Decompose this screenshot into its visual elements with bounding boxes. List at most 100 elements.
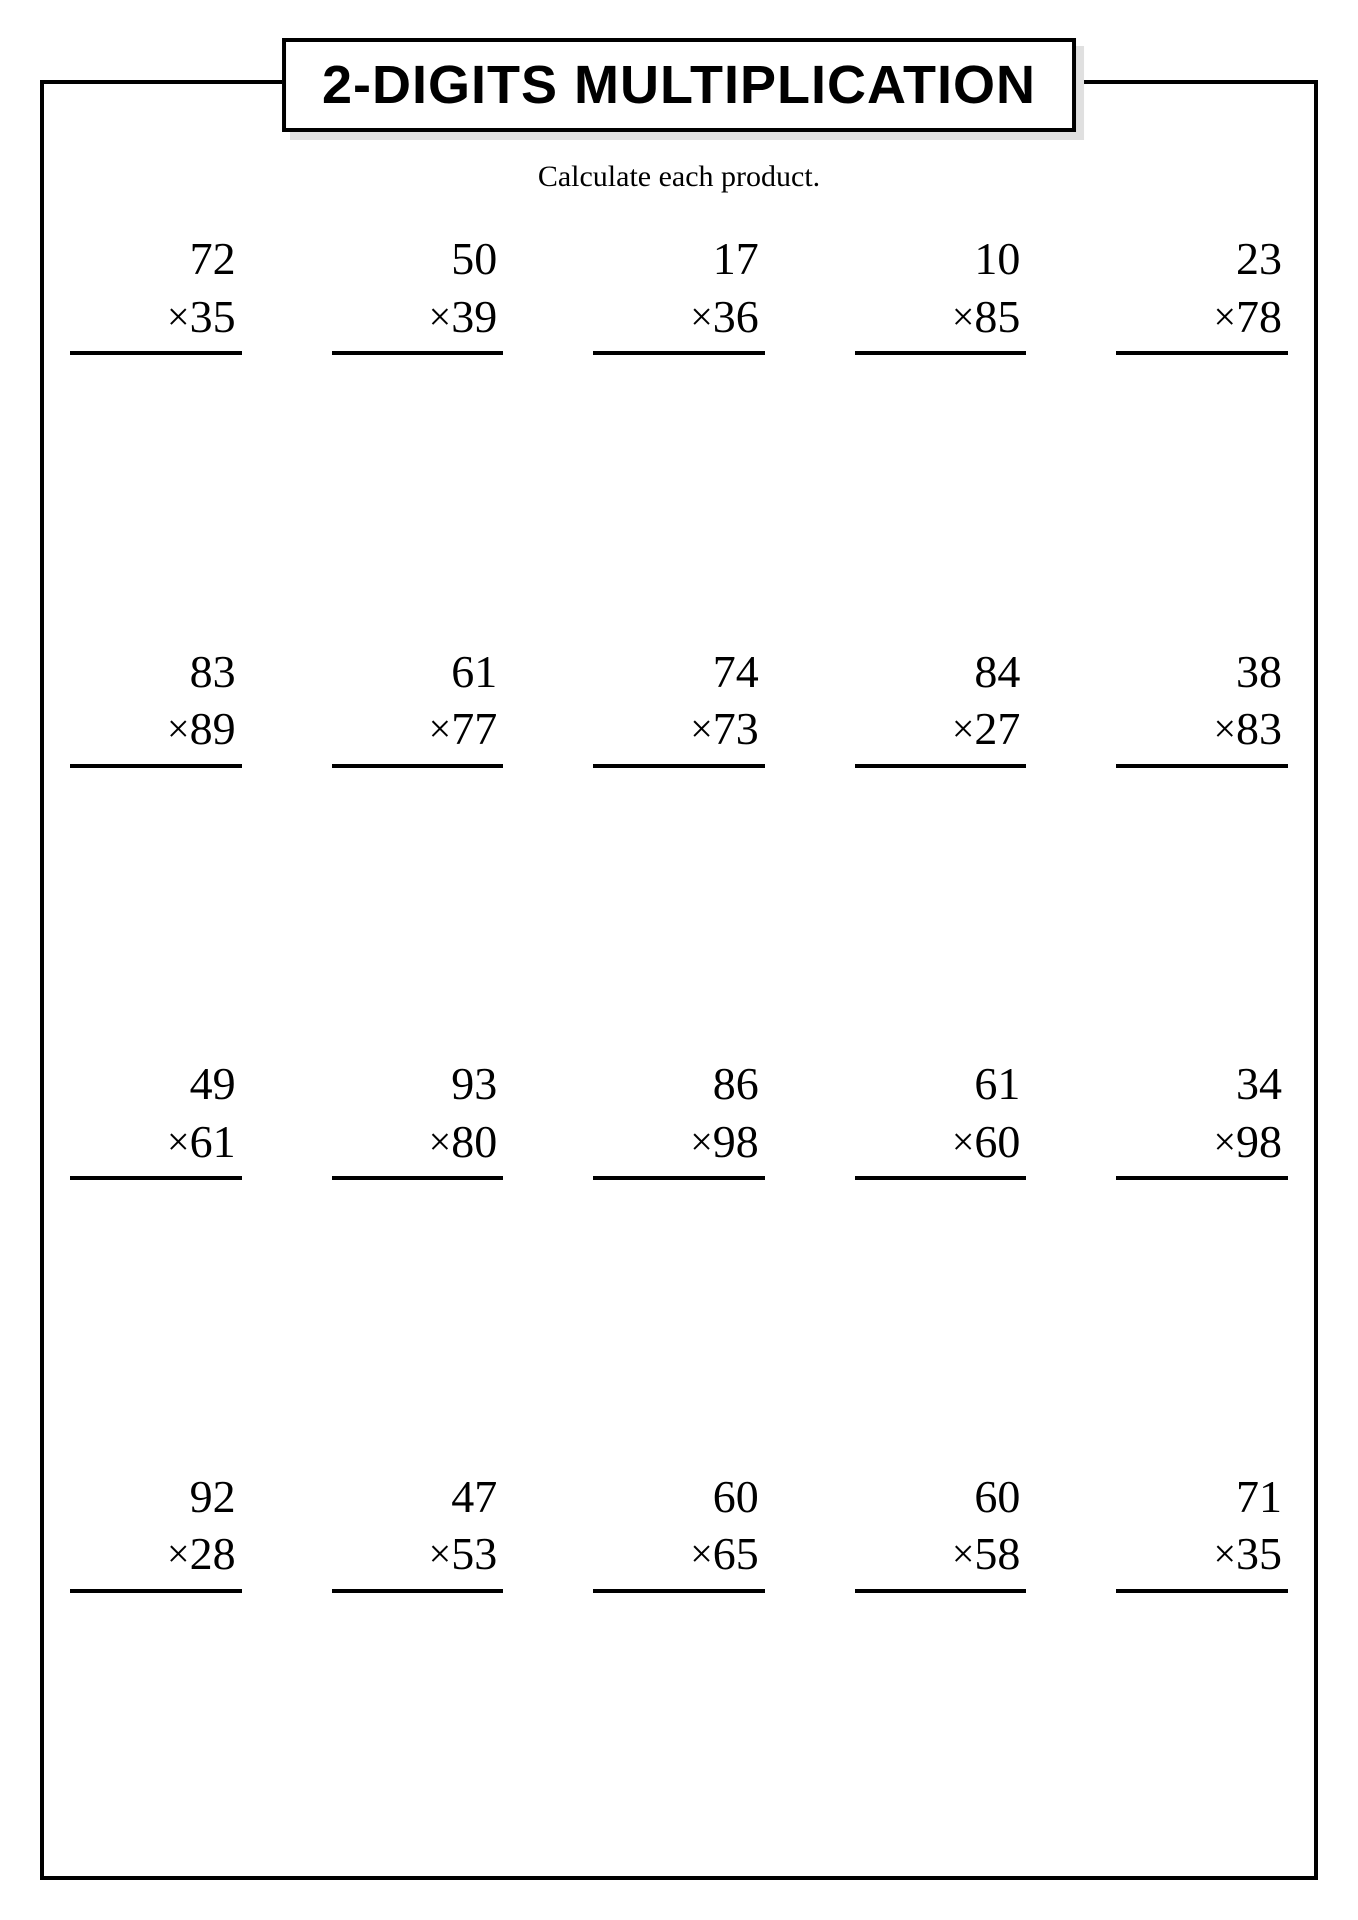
multiplicand: 49 bbox=[190, 1055, 242, 1113]
multiplication-problem: 71×35 bbox=[1116, 1468, 1288, 1861]
multiplier-row: ×35 bbox=[167, 288, 242, 346]
worksheet-subtitle: Calculate each product. bbox=[0, 160, 1358, 194]
multiply-sign: × bbox=[690, 1119, 713, 1164]
multiplicand: 92 bbox=[190, 1468, 242, 1526]
title-box: 2-DIGITS MULTIPLICATION bbox=[282, 38, 1076, 132]
multiplication-problem: 86×98 bbox=[593, 1055, 765, 1448]
multiplier: 85 bbox=[974, 291, 1020, 342]
multiplier: 28 bbox=[190, 1528, 236, 1579]
answer-line bbox=[70, 1589, 242, 1593]
multiplier-row: ×61 bbox=[167, 1113, 242, 1171]
multiplier: 98 bbox=[713, 1116, 759, 1167]
multiplier: 35 bbox=[190, 291, 236, 342]
answer-line bbox=[855, 351, 1027, 355]
multiplicand: 74 bbox=[713, 643, 765, 701]
multiply-sign: × bbox=[167, 294, 190, 339]
multiplier: 53 bbox=[451, 1528, 497, 1579]
multiply-sign: × bbox=[429, 1531, 452, 1576]
multiplication-problem: 23×78 bbox=[1116, 230, 1288, 623]
answer-line bbox=[70, 764, 242, 768]
multiplication-problem: 38×83 bbox=[1116, 643, 1288, 1036]
multiplicand: 60 bbox=[974, 1468, 1026, 1526]
answer-line bbox=[332, 764, 504, 768]
multiplier-row: ×53 bbox=[429, 1525, 504, 1583]
multiplier: 83 bbox=[1236, 703, 1282, 754]
answer-line bbox=[855, 1176, 1027, 1180]
multiplier-row: ×39 bbox=[429, 288, 504, 346]
multiplicand: 47 bbox=[451, 1468, 503, 1526]
multiplication-problem: 10 ×85 bbox=[855, 230, 1027, 623]
multiply-sign: × bbox=[429, 294, 452, 339]
multiplicand: 23 bbox=[1236, 230, 1288, 288]
multiplier-row: ×28 bbox=[167, 1525, 242, 1583]
multiplier-row: ×89 bbox=[167, 700, 242, 758]
multiplicand: 84 bbox=[974, 643, 1026, 701]
answer-line bbox=[1116, 764, 1288, 768]
multiplication-problem: 49×61 bbox=[70, 1055, 242, 1448]
answer-line bbox=[1116, 1589, 1288, 1593]
multiplier-row: ×77 bbox=[429, 700, 504, 758]
multiply-sign: × bbox=[167, 1119, 190, 1164]
multiplicand: 17 bbox=[713, 230, 765, 288]
multiplier-row: ×65 bbox=[690, 1525, 765, 1583]
multiply-sign: × bbox=[167, 706, 190, 751]
multiplier: 65 bbox=[713, 1528, 759, 1579]
multiplier-row: ×27 bbox=[952, 700, 1027, 758]
multiplicand: 61 bbox=[451, 643, 503, 701]
multiply-sign: × bbox=[952, 706, 975, 751]
multiplication-problem: 74×73 bbox=[593, 643, 765, 1036]
multiplication-problem: 93×80 bbox=[332, 1055, 504, 1448]
answer-line bbox=[332, 1589, 504, 1593]
multiplier: 77 bbox=[451, 703, 497, 754]
multiplier-row: ×78 bbox=[1213, 288, 1288, 346]
multiplicand: 50 bbox=[451, 230, 503, 288]
multiply-sign: × bbox=[690, 1531, 713, 1576]
multiplier-row: ×83 bbox=[1213, 700, 1288, 758]
answer-line bbox=[855, 764, 1027, 768]
multiplication-problem: 34×98 bbox=[1116, 1055, 1288, 1448]
multiply-sign: × bbox=[690, 294, 713, 339]
answer-line bbox=[593, 1176, 765, 1180]
answer-line bbox=[332, 351, 504, 355]
multiplication-problem: 60×58 bbox=[855, 1468, 1027, 1861]
multiplicand: 10 bbox=[974, 230, 1026, 288]
answer-line bbox=[855, 1589, 1027, 1593]
multiplier: 98 bbox=[1236, 1116, 1282, 1167]
answer-line bbox=[593, 764, 765, 768]
answer-line bbox=[70, 1176, 242, 1180]
multiplication-problem: 92×28 bbox=[70, 1468, 242, 1861]
worksheet-title-container: 2-DIGITS MULTIPLICATION bbox=[282, 38, 1076, 132]
multiplier-row: ×60 bbox=[952, 1113, 1027, 1171]
multiplier: 78 bbox=[1236, 291, 1282, 342]
multiplicand: 71 bbox=[1236, 1468, 1288, 1526]
multiply-sign: × bbox=[167, 1531, 190, 1576]
multiply-sign: × bbox=[1213, 1531, 1236, 1576]
multiplier-row: ×80 bbox=[429, 1113, 504, 1171]
multiplicand: 61 bbox=[974, 1055, 1026, 1113]
multiplication-problem: 47×53 bbox=[332, 1468, 504, 1861]
multiplier: 89 bbox=[190, 703, 236, 754]
multiplier: 60 bbox=[974, 1116, 1020, 1167]
multiplier-row: ×98 bbox=[1213, 1113, 1288, 1171]
multiplier: 27 bbox=[974, 703, 1020, 754]
multiplier-row: ×73 bbox=[690, 700, 765, 758]
multiplier: 36 bbox=[713, 291, 759, 342]
multiplication-problem: 50×39 bbox=[332, 230, 504, 623]
multiply-sign: × bbox=[429, 1119, 452, 1164]
multiplicand: 38 bbox=[1236, 643, 1288, 701]
multiplier: 80 bbox=[451, 1116, 497, 1167]
multiply-sign: × bbox=[952, 294, 975, 339]
multiplicand: 93 bbox=[451, 1055, 503, 1113]
multiplicand: 83 bbox=[190, 643, 242, 701]
multiplier-row: ×98 bbox=[690, 1113, 765, 1171]
multiplication-problem: 60×65 bbox=[593, 1468, 765, 1861]
multiplicand: 86 bbox=[713, 1055, 765, 1113]
multiplier-row: ×36 bbox=[690, 288, 765, 346]
multiplier: 35 bbox=[1236, 1528, 1282, 1579]
multiplication-problem: 84×27 bbox=[855, 643, 1027, 1036]
answer-line bbox=[1116, 1176, 1288, 1180]
answer-line bbox=[332, 1176, 504, 1180]
multiplier: 58 bbox=[974, 1528, 1020, 1579]
answer-line bbox=[1116, 351, 1288, 355]
multiply-sign: × bbox=[1213, 1119, 1236, 1164]
